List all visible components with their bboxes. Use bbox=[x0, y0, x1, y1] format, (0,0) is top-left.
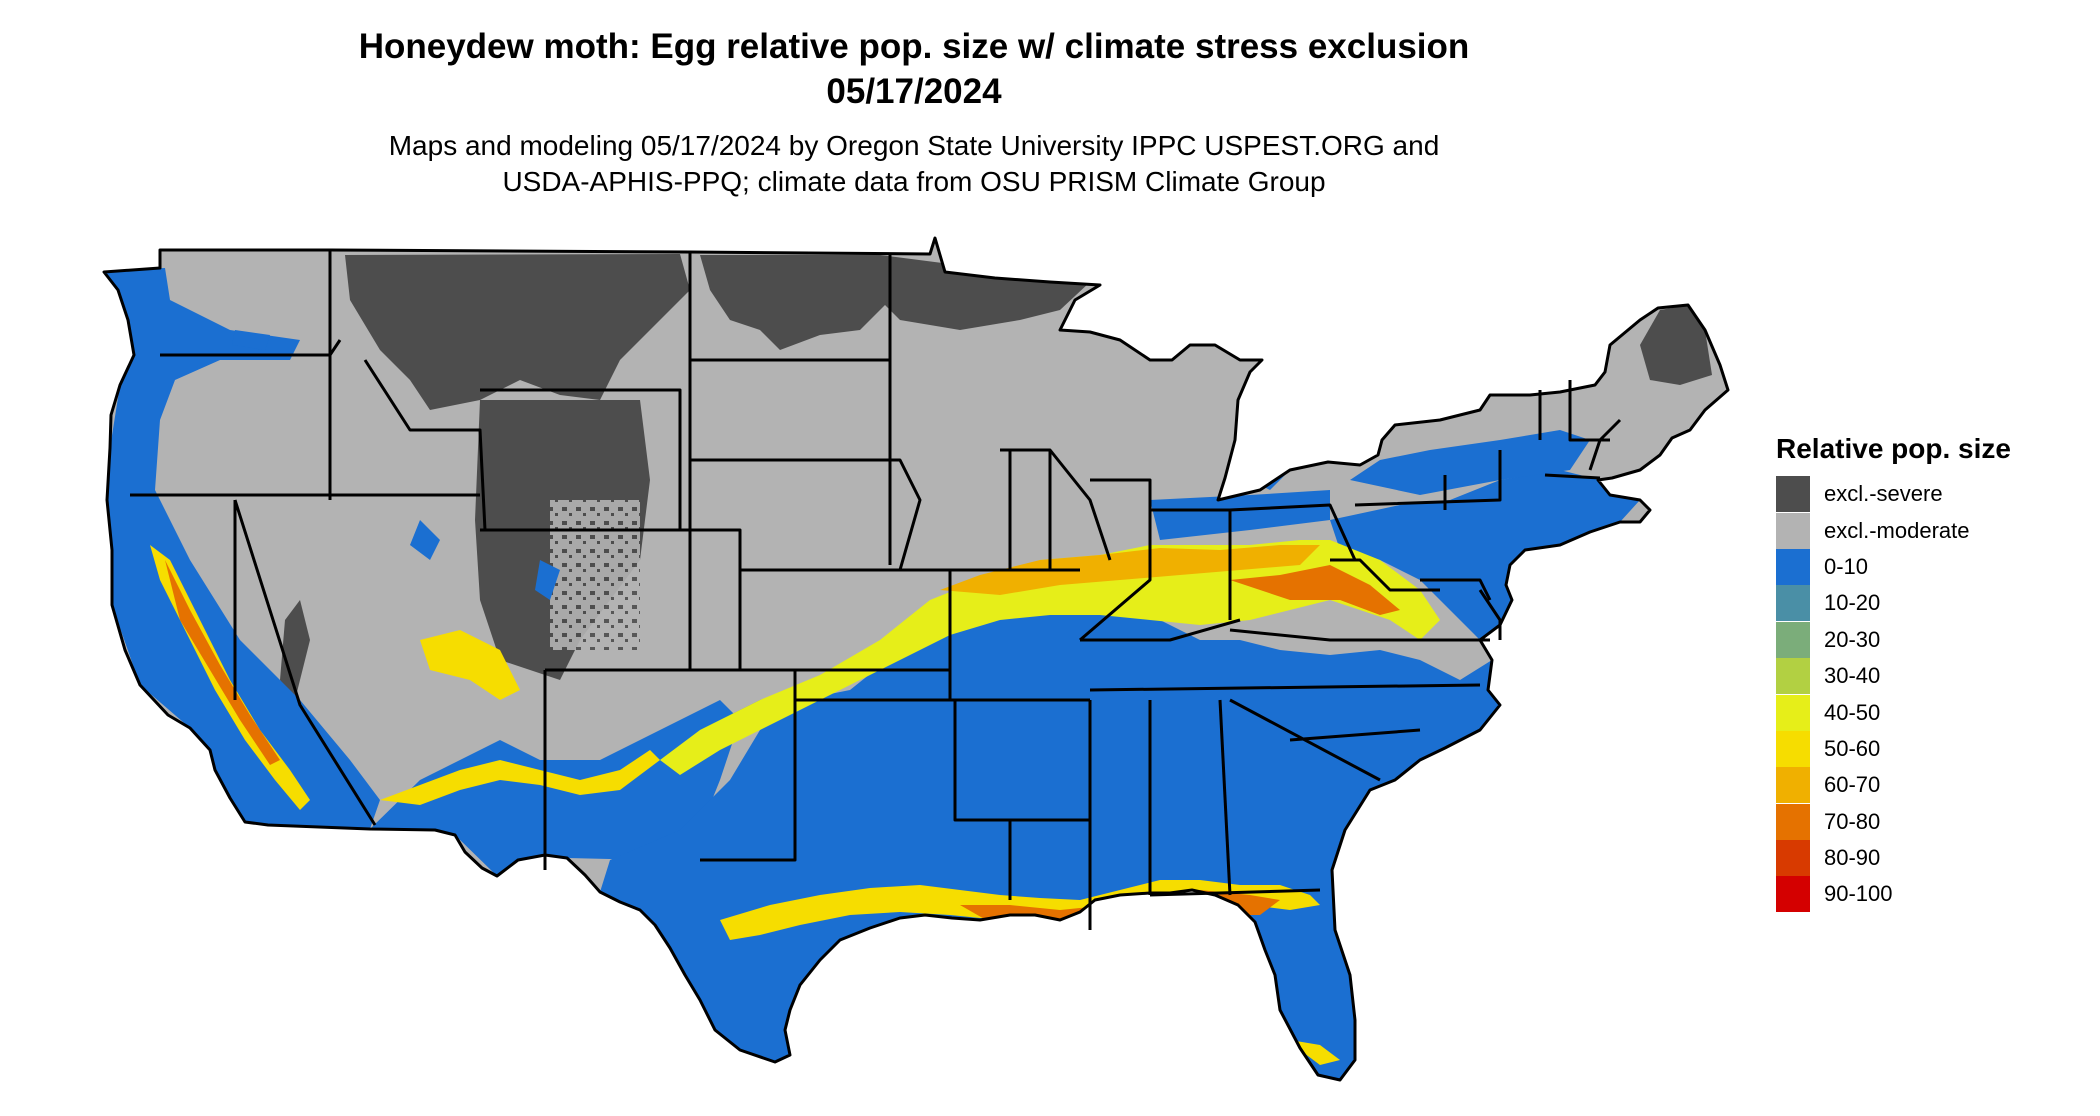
legend-label: 50-60 bbox=[1824, 735, 1881, 761]
legend-item: 0-10 bbox=[1776, 548, 2076, 585]
legend-swatch bbox=[1776, 876, 1810, 913]
legend-label: excl.-severe bbox=[1824, 481, 1943, 507]
legend-swatch bbox=[1776, 730, 1810, 767]
legend-item: 10-20 bbox=[1776, 585, 2076, 622]
legend-swatch bbox=[1776, 476, 1810, 513]
legend-label: 80-90 bbox=[1824, 845, 1881, 871]
legend-swatch bbox=[1776, 767, 1810, 804]
map-legend: Relative pop. size excl.-severe excl.-mo… bbox=[1776, 432, 2076, 913]
legend-label: 90-100 bbox=[1824, 881, 1893, 907]
state-boundaries bbox=[102, 236, 1730, 1082]
legend-swatch bbox=[1776, 803, 1810, 840]
legend-label: 60-70 bbox=[1824, 772, 1881, 798]
legend-swatch bbox=[1776, 840, 1810, 877]
map-credit-line-2: USDA-APHIS-PPQ; climate data from OSU PR… bbox=[502, 166, 1326, 197]
legend-label: 10-20 bbox=[1824, 590, 1881, 616]
legend-item: 30-40 bbox=[1776, 658, 2076, 695]
legend-item: 60-70 bbox=[1776, 767, 2076, 804]
map-title: Honeydew moth: Egg relative pop. size w/… bbox=[358, 27, 1470, 66]
legend-label: 20-30 bbox=[1824, 626, 1881, 652]
legend-swatch bbox=[1776, 512, 1810, 549]
legend-item: 20-30 bbox=[1776, 621, 2076, 658]
legend-swatch bbox=[1776, 548, 1810, 585]
legend-title: Relative pop. size bbox=[1776, 433, 2011, 464]
legend-item: 70-80 bbox=[1776, 803, 2076, 840]
map-credit-line-1: Maps and modeling 05/17/2024 by Oregon S… bbox=[388, 130, 1440, 161]
zone-warm-band-west bbox=[150, 545, 660, 810]
legend-item: 50-60 bbox=[1776, 730, 2076, 767]
legend-swatch bbox=[1776, 694, 1810, 731]
map-date: 05/17/2024 bbox=[826, 72, 1002, 111]
legend-label: 0-10 bbox=[1824, 553, 1869, 579]
legend-item: excl.-severe bbox=[1776, 476, 2076, 513]
legend-item: 80-90 bbox=[1776, 840, 2076, 877]
legend-label: 30-40 bbox=[1824, 663, 1881, 689]
zone-warm-band-north bbox=[660, 540, 1440, 775]
legend-items: excl.-severe excl.-moderate 0-10 10-20 2… bbox=[1776, 476, 2076, 913]
legend-label: 40-50 bbox=[1824, 699, 1881, 725]
legend-item: excl.-moderate bbox=[1776, 512, 2076, 549]
legend-item: 90-100 bbox=[1776, 876, 2076, 913]
legend-swatch bbox=[1776, 658, 1810, 695]
legend-label: 70-80 bbox=[1824, 808, 1881, 834]
zone-warm-band-gulf bbox=[720, 880, 1340, 1065]
legend-swatch bbox=[1776, 585, 1810, 622]
legend-swatch bbox=[1776, 621, 1810, 658]
legend-label: excl.-moderate bbox=[1824, 517, 1970, 543]
legend-item: 40-50 bbox=[1776, 694, 2076, 731]
